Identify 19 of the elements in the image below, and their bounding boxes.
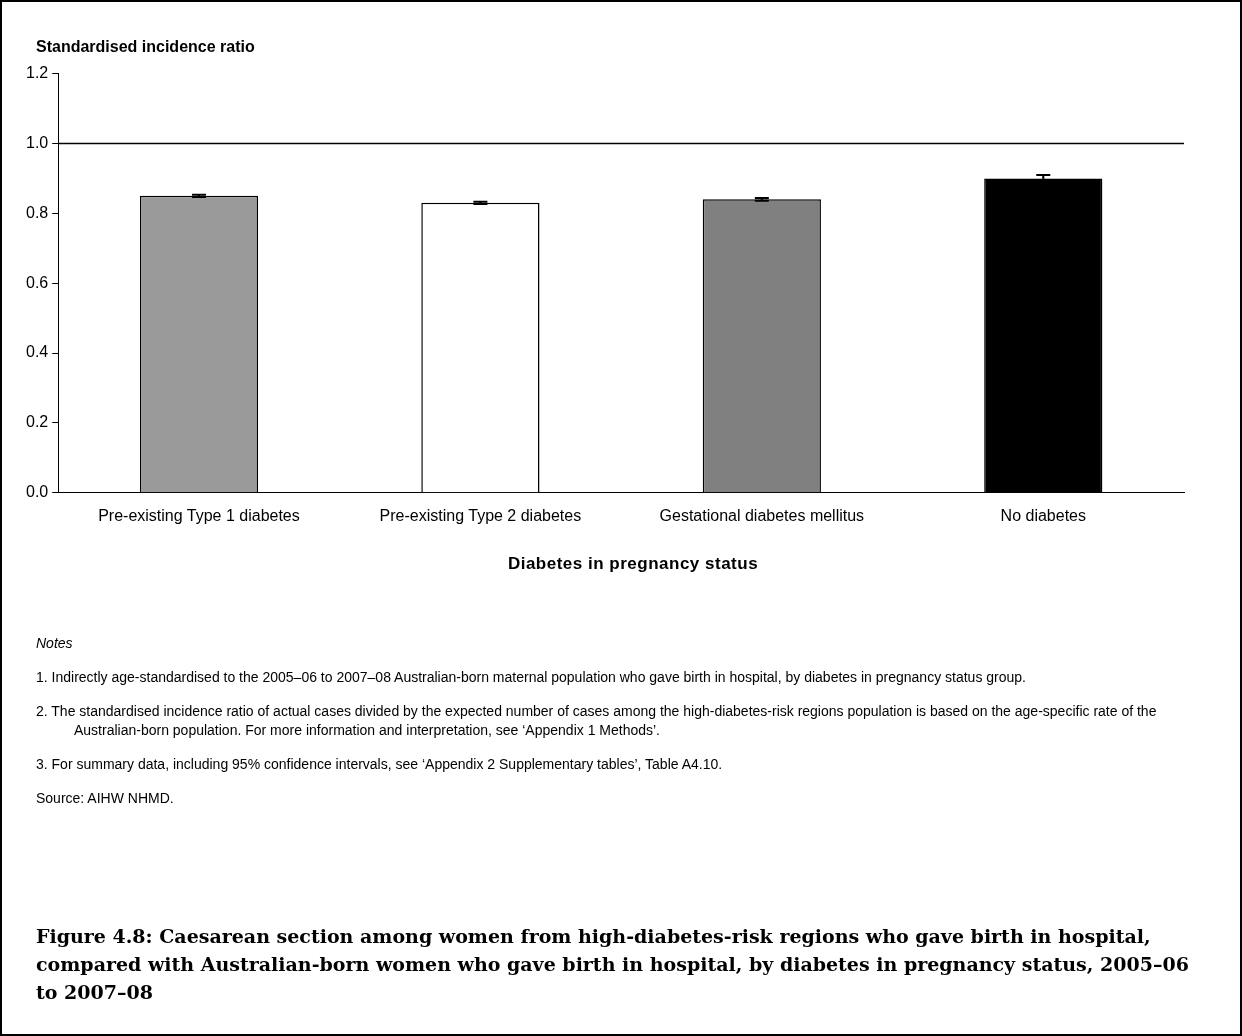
x-tick-label: Pre-existing Type 1 diabetes	[98, 506, 300, 524]
text: 2. The standardised incidence ratio of actual cases divided by the expected number of cases among the high-diabetes-risk regions population is based on the age-specific rate of the Australian-born population. For more information and interpretation, see ‘Appendix 1 Methods’.	[36, 702, 1158, 740]
y-tick-label: 0.8	[25, 203, 49, 221]
y-tick-label: 1.0	[25, 133, 49, 151]
text: Notes	[36, 634, 74, 653]
y-tick-label: 0.6	[25, 273, 49, 291]
text: 3. For summary data, including 95% confidence intervals, see ‘Appendix 2 Supplementary tables’, Table A4.10.	[36, 755, 724, 774]
text: Figure 4.8: Caesarean section among women from high-diabetes-risk regions who gave birth in hospital, compared with Australian-born women who gave birth in hospital, by diabetes in pregnancy status, 2005–06 to 2007–08	[36, 924, 1190, 1005]
x-tick-label: Pre-existing Type 2 diabetes	[379, 506, 582, 524]
y-tick-label: 0.4	[25, 343, 49, 361]
x-axis-title: Diabetes in pregnancy status	[506, 554, 760, 574]
x-tick-label: Gestational diabetes mellitus	[659, 506, 865, 524]
x-tick-label: No diabetes	[1000, 506, 1086, 524]
y-axis-title: Standardised incidence ratio	[36, 38, 255, 56]
y-tick-label: 0.0	[25, 483, 49, 501]
source-note: Source: AIHW NHMD.	[36, 789, 175, 808]
y-tick-label: 0.2	[25, 413, 49, 431]
text: 1. Indirectly age-standardised to the 2005–06 to 2007–08 Australian-born maternal population who gave birth in hospital, by diabetes in pregnancy status group.	[36, 668, 1027, 687]
y-tick-label: 1.2	[25, 64, 49, 82]
